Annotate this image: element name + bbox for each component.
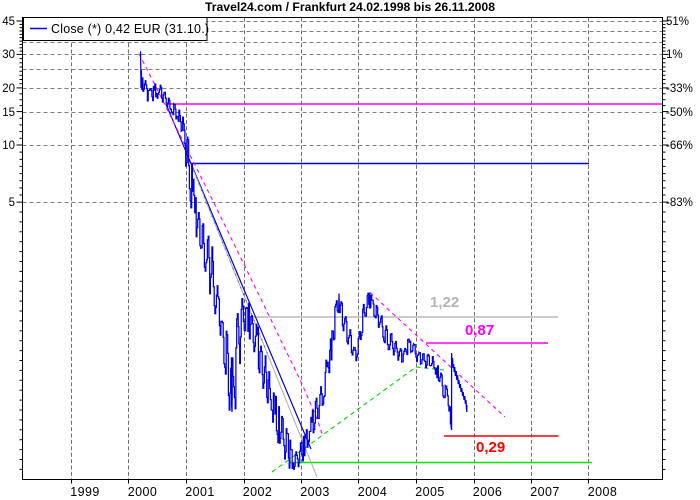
svg-text:Close (*) 0,42 EUR (31.10.): Close (*) 0,42 EUR (31.10.) (51, 22, 209, 36)
svg-text:2006: 2006 (473, 485, 502, 499)
svg-text:45: 45 (2, 16, 15, 28)
svg-text:-83%: -83% (666, 197, 693, 209)
svg-text:2002: 2002 (243, 485, 272, 499)
svg-text:5: 5 (9, 197, 15, 209)
svg-text:2005: 2005 (415, 485, 444, 499)
svg-text:2007: 2007 (530, 485, 559, 499)
svg-text:-66%: -66% (666, 140, 693, 152)
svg-text:2003: 2003 (300, 485, 329, 499)
svg-text:30: 30 (2, 49, 15, 61)
svg-text:0,87: 0,87 (465, 322, 494, 339)
svg-text:Travel24.com / Frankfurt 24.02: Travel24.com / Frankfurt 24.02.1998 bis … (205, 0, 495, 14)
svg-text:0,29: 0,29 (476, 439, 505, 456)
svg-text:1,22: 1,22 (430, 294, 459, 311)
svg-text:-50%: -50% (666, 107, 693, 119)
svg-text:51%: 51% (666, 16, 689, 28)
svg-text:2001: 2001 (185, 485, 214, 499)
svg-text:2000: 2000 (128, 485, 157, 499)
svg-text:2004: 2004 (358, 485, 387, 499)
svg-text:2008: 2008 (588, 485, 617, 499)
svg-text:1%: 1% (666, 49, 683, 61)
svg-text:20: 20 (2, 83, 15, 95)
svg-text:15: 15 (2, 107, 15, 119)
svg-text:10: 10 (2, 140, 15, 152)
svg-text:1999: 1999 (70, 485, 99, 499)
svg-text:-33%: -33% (666, 83, 693, 95)
